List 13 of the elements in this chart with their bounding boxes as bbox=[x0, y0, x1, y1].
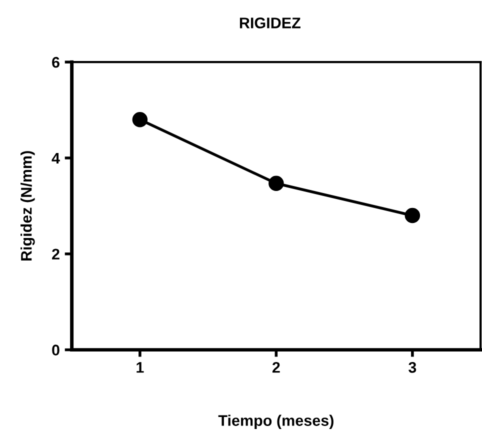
y-tick-label: 0 bbox=[52, 344, 60, 356]
point bbox=[132, 112, 148, 128]
x-tick-label: 2 bbox=[272, 362, 280, 373]
y-tick-label: 6 bbox=[52, 56, 60, 68]
x-axis-title: Tiempo (meses) bbox=[218, 414, 334, 429]
y-tick-label: 2 bbox=[52, 248, 60, 260]
y-axis-title: Rigidez (N/mm) bbox=[20, 151, 35, 261]
x-tick-label: 3 bbox=[408, 362, 416, 373]
chart-title: RIGIDEZ bbox=[240, 18, 300, 28]
x-tick-label: 1 bbox=[136, 362, 144, 373]
y-tick-label: 4 bbox=[52, 153, 60, 164]
point bbox=[268, 176, 284, 192]
point bbox=[404, 208, 420, 224]
